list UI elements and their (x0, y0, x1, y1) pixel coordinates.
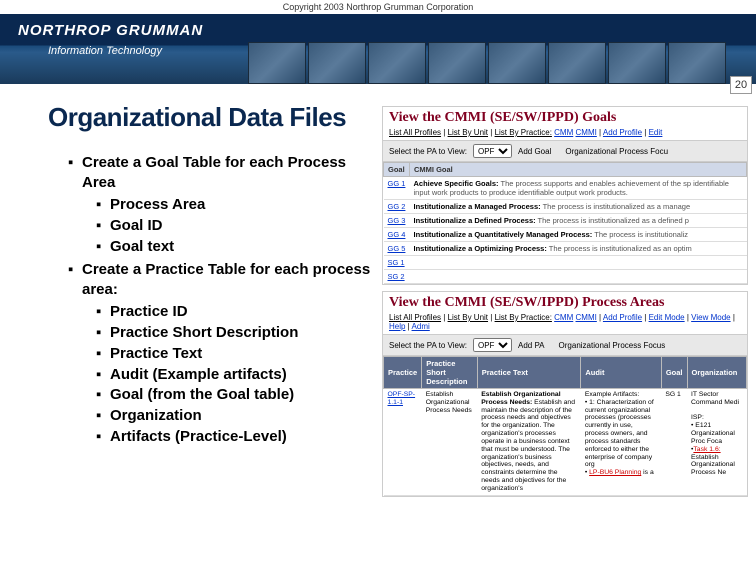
link[interactable]: View Mode (691, 313, 730, 322)
goal-id[interactable]: GG 2 (384, 200, 410, 214)
goals-panel-title: View the CMMI (SE/SW/IPPD) Goals (383, 107, 747, 127)
goal-desc: Institutionalize a Quantitatively Manage… (410, 228, 747, 242)
bullet-l1: ▪Create a Practice Table for each proces… (68, 260, 378, 299)
select-label: Select the PA to View: (389, 341, 467, 350)
pa-select[interactable]: OPF (473, 144, 512, 158)
link[interactable]: Edit Mode (649, 313, 685, 322)
add-pa-link[interactable]: Add PA (518, 341, 545, 350)
th-cmmi: CMMI Goal (410, 163, 747, 177)
table-row: GG 1Achieve Specific Goals: The process … (384, 177, 747, 200)
banner-img (488, 42, 546, 84)
bullet-list: ▪Create a Goal Table for each Process Ar… (48, 153, 378, 447)
practices-panel-title: View the CMMI (SE/SW/IPPD) Process Areas (383, 292, 747, 312)
bullet-l2: ▪Practice ID (96, 303, 378, 322)
goal-id[interactable]: GG 3 (384, 214, 410, 228)
banner-images (248, 42, 726, 84)
slide-title: Organizational Data Files (48, 102, 378, 133)
bullet-l2: ▪Organization (96, 407, 378, 426)
logo-main: NORTHROP GRUMMAN (18, 22, 203, 39)
table-row: SG 1 (384, 256, 747, 270)
bullet-l2: ▪Goal (from the Goal table) (96, 386, 378, 405)
bullet-l1: ▪Create a Goal Table for each Process Ar… (68, 153, 378, 192)
link[interactable]: Help (389, 322, 405, 331)
link[interactable]: Add Profile (603, 128, 642, 137)
th: Goal (661, 357, 687, 389)
bullet-l2: ▪Process Area (96, 196, 378, 215)
logo-sub: Information Technology (48, 45, 203, 57)
bullet-l2: ▪Audit (Example artifacts) (96, 366, 378, 385)
table-row: SG 2 (384, 270, 747, 284)
goal-id[interactable]: GG 4 (384, 228, 410, 242)
table-row: GG 2Institutionalize a Managed Process: … (384, 200, 747, 214)
th: Practice Short Description (422, 357, 478, 389)
banner-img (548, 42, 606, 84)
link[interactable]: CMM (554, 313, 573, 322)
practices-table: PracticePractice Short DescriptionPracti… (383, 356, 747, 496)
goals-panel-selectbar: Select the PA to View: OPF Add Goal Orga… (383, 140, 747, 162)
context-text: Organizational Process Focu (565, 147, 668, 156)
goal-id[interactable]: SG 1 (384, 256, 410, 270)
practice-goal: SG 1 (661, 389, 687, 496)
link[interactable]: CMMI (576, 313, 597, 322)
link[interactable]: Add Profile (603, 313, 642, 322)
link[interactable]: Edit (649, 128, 663, 137)
practices-panel: View the CMMI (SE/SW/IPPD) Process Areas… (382, 291, 748, 497)
practice-id[interactable]: OPF-SP-1.1-1 (384, 389, 422, 496)
bullet-l2: ▪Artifacts (Practice-Level) (96, 428, 378, 447)
add-goal-link[interactable]: Add Goal (518, 147, 551, 156)
banner-img (248, 42, 306, 84)
goal-desc: Achieve Specific Goals: The process supp… (410, 177, 747, 200)
goal-desc: Institutionalize a Optimizing Process: T… (410, 242, 747, 256)
banner-img (428, 42, 486, 84)
th: Organization (687, 357, 746, 389)
goal-desc (410, 270, 747, 284)
goal-desc: Institutionalize a Defined Process: The … (410, 214, 747, 228)
th-goal: Goal (384, 163, 410, 177)
context-text: Organizational Process Focus (559, 341, 666, 350)
goals-panel-links: List All Profiles | List By Unit | List … (383, 127, 747, 140)
th: Audit (581, 357, 662, 389)
practice-org: IT Sector Command MediISP:• E121 Organiz… (687, 389, 746, 496)
practice-text: Establish Organizational Process Needs: … (477, 389, 581, 496)
link[interactable]: CMMI (576, 128, 597, 137)
goals-table: GoalCMMI Goal GG 1Achieve Specific Goals… (383, 162, 747, 284)
link[interactable]: CMM (554, 128, 573, 137)
banner-img (368, 42, 426, 84)
link[interactable]: Admi (412, 322, 430, 331)
practice-audit: Example Artifacts:• 1: Characterization … (581, 389, 662, 496)
content: Organizational Data Files ▪Create a Goal… (0, 84, 756, 503)
goal-id[interactable]: GG 5 (384, 242, 410, 256)
goal-id[interactable]: GG 1 (384, 177, 410, 200)
logo: NORTHROP GRUMMAN Information Technology (18, 22, 203, 57)
page-number: 20 (730, 76, 752, 94)
banner-img (608, 42, 666, 84)
bullet-l2: ▪Practice Short Description (96, 324, 378, 343)
banner-img (668, 42, 726, 84)
table-row: OPF-SP-1.1-1Establish Organizational Pro… (384, 389, 747, 496)
practices-panel-links: List All Profiles | List By Unit | List … (383, 312, 747, 334)
left-column: Organizational Data Files ▪Create a Goal… (48, 102, 378, 503)
goal-desc: Institutionalize a Managed Process: The … (410, 200, 747, 214)
bullet-l2: ▪Goal text (96, 238, 378, 257)
pa-select[interactable]: OPF (473, 338, 512, 352)
goal-id[interactable]: SG 2 (384, 270, 410, 284)
table-row: GG 3Institutionalize a Defined Process: … (384, 214, 747, 228)
th: Practice Text (477, 357, 581, 389)
select-label: Select the PA to View: (389, 147, 467, 156)
bullet-l2: ▪Goal ID (96, 217, 378, 236)
table-row: GG 4Institutionalize a Quantitatively Ma… (384, 228, 747, 242)
bullet-l2: ▪Practice Text (96, 345, 378, 364)
practices-panel-selectbar: Select the PA to View: OPF Add PA Organi… (383, 334, 747, 356)
th: Practice (384, 357, 422, 389)
goal-desc (410, 256, 747, 270)
banner-img (308, 42, 366, 84)
right-column: View the CMMI (SE/SW/IPPD) Goals List Al… (378, 102, 748, 503)
goals-panel: View the CMMI (SE/SW/IPPD) Goals List Al… (382, 106, 748, 285)
copyright-text: Copyright 2003 Northrop Grumman Corporat… (0, 0, 756, 14)
practice-short: Establish Organizational Process Needs (422, 389, 478, 496)
table-row: GG 5Institutionalize a Optimizing Proces… (384, 242, 747, 256)
header-banner: NORTHROP GRUMMAN Information Technology (0, 14, 756, 84)
